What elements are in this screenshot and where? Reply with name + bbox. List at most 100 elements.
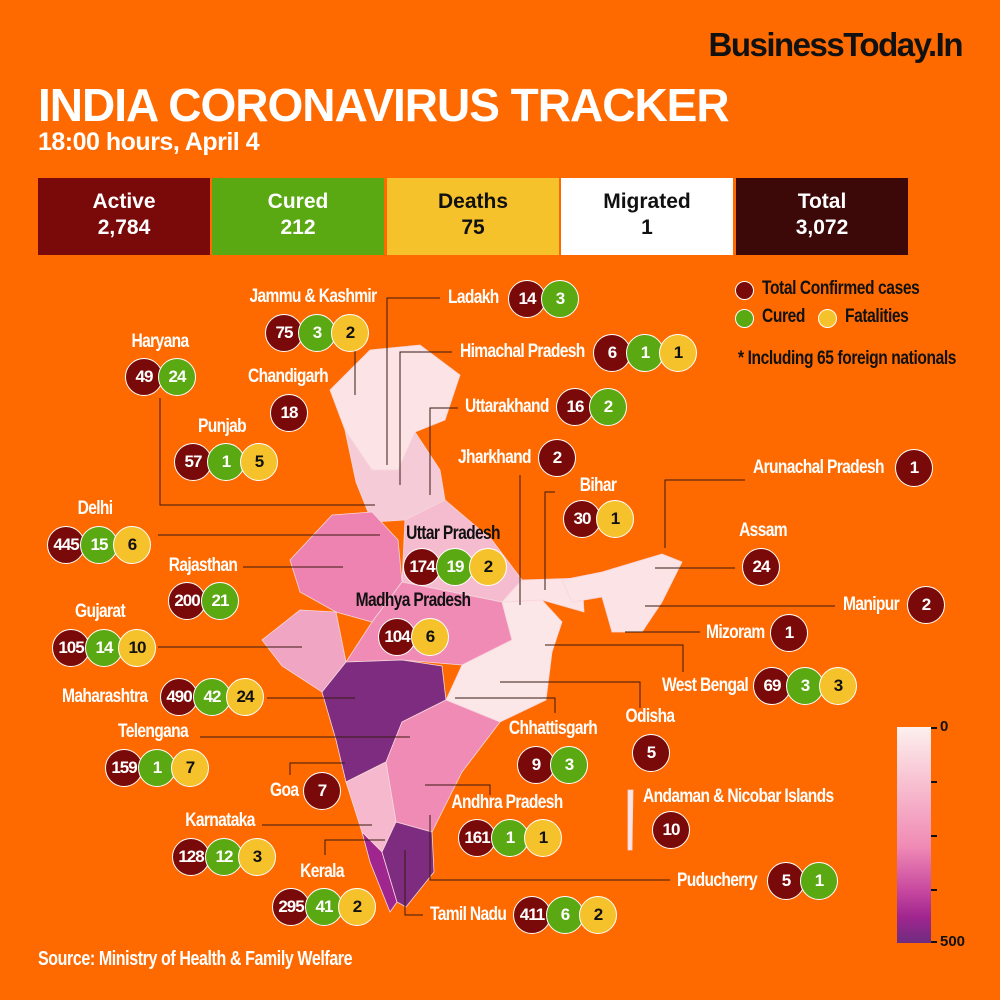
state-label: Uttar Pradesh [406, 523, 500, 544]
summary-label: Active [92, 190, 156, 213]
fatalities-bubble: 1 [524, 819, 562, 857]
fatalities-bubble: 24 [226, 678, 264, 716]
state-label: Haryana [131, 331, 190, 352]
state-label: Assam [739, 520, 787, 541]
fatalities-bubble: 2 [331, 314, 369, 352]
state-label: Punjab [197, 416, 247, 437]
state-label: Maharashtra [62, 686, 148, 707]
state-label: Uttarakhand [465, 396, 549, 417]
summary-value: 1 [641, 216, 653, 239]
confirmed-bubble: 104 [378, 618, 416, 656]
legend-fatalities: Fatalities [845, 306, 909, 327]
confirmed-bubble: 18 [270, 394, 308, 432]
legend-cured: Cured [762, 306, 805, 327]
scale-tick [931, 835, 937, 837]
confirmed-legend-dot [735, 281, 754, 300]
fatalities-bubble: 2 [338, 888, 376, 926]
confirmed-bubble: 14 [508, 280, 546, 318]
confirmed-bubble: 10 [652, 811, 690, 849]
state-label: Tamil Nadu [430, 904, 507, 925]
state-label: Odisha [625, 706, 676, 727]
confirmed-bubble: 161 [458, 819, 496, 857]
state-label: Andaman & Nicobar Islands [643, 786, 834, 807]
cured-bubble: 15 [80, 526, 118, 564]
brand-logo: BusinessToday.In [708, 26, 963, 63]
confirmed-bubble: 490 [160, 678, 198, 716]
confirmed-bubble: 2 [538, 439, 576, 477]
cured-bubble: 41 [305, 888, 343, 926]
state-label: Rajasthan [168, 555, 238, 576]
cured-bubble: 19 [436, 548, 474, 586]
region-tamil-nadu [381, 821, 435, 908]
state-label: Goa [270, 780, 299, 801]
state-label: Gujarat [75, 601, 126, 622]
cured-bubble: 21 [201, 582, 239, 620]
confirmed-bubble: 9 [517, 746, 555, 784]
scale-min-label: 0 [940, 718, 949, 735]
cured-bubble: 1 [138, 749, 176, 787]
confirmed-bubble: 200 [168, 582, 206, 620]
confirmed-bubble: 57 [174, 443, 212, 481]
state-label: West Bengal [662, 675, 749, 696]
cured-bubble: 24 [158, 358, 196, 396]
confirmed-bubble: 174 [403, 548, 441, 586]
cured-bubble: 2 [589, 388, 627, 426]
confirmed-bubble: 16 [556, 388, 594, 426]
fatalities-bubble: 10 [118, 629, 156, 667]
scale-max-label: 500 [940, 933, 966, 950]
summary-total: Total 3,072 [736, 178, 908, 255]
state-label: Ladakh [448, 287, 499, 308]
confirmed-bubble: 5 [632, 734, 670, 772]
state-label: Arunachal Pradesh [753, 457, 885, 478]
region-kerala [361, 830, 398, 913]
state-label: Himachal Pradesh [460, 341, 585, 362]
cured-bubble: 3 [541, 280, 579, 318]
state-label: Telengana [117, 721, 189, 742]
fatalities-bubble: 1 [659, 334, 697, 372]
fatalities-bubble: 2 [469, 548, 507, 586]
confirmed-bubble: 411 [513, 896, 551, 934]
summary-migrated: Migrated 1 [561, 178, 733, 255]
state-label: Kerala [300, 861, 344, 882]
state-label: Jammu & Kashmir [249, 286, 378, 307]
cured-bubble: 1 [800, 862, 838, 900]
leader-lines [158, 297, 835, 916]
confirmed-bubble: 159 [105, 749, 143, 787]
page-title: INDIA CORONAVIRUS TRACKER [38, 79, 730, 131]
fatalities-bubble: 5 [240, 443, 278, 481]
state-label: Andhra Pradesh [451, 792, 563, 813]
state-label: Madhya Pradesh [355, 590, 471, 611]
confirmed-bubble: 5 [767, 862, 805, 900]
summary-deaths: Deaths 75 [387, 178, 559, 255]
fatalities-bubble: 3 [819, 667, 857, 705]
cured-bubble: 42 [193, 678, 231, 716]
scale-tick [931, 781, 937, 783]
state-label: Manipur [843, 594, 900, 615]
cured-bubble: 6 [546, 896, 584, 934]
fatalities-legend-dot [818, 309, 837, 328]
region-andaman-islands [627, 789, 634, 851]
confirmed-bubble: 7 [303, 772, 341, 810]
cured-bubble: 1 [491, 819, 529, 857]
confirmed-bubble: 49 [125, 358, 163, 396]
confirmed-bubble: 24 [742, 548, 780, 586]
state-label: Karnataka [185, 810, 255, 831]
state-label: Puducherry [677, 870, 758, 891]
state-label: Mizoram [706, 622, 765, 643]
confirmed-bubble: 30 [563, 500, 601, 538]
cured-bubble: 3 [786, 667, 824, 705]
fatalities-bubble: 3 [238, 838, 276, 876]
summary-cured: Cured 212 [212, 178, 384, 255]
cured-bubble: 3 [550, 746, 588, 784]
state-label: Bihar [579, 475, 617, 496]
summary-value: 3,072 [795, 216, 849, 239]
confirmed-bubble: 1 [770, 614, 808, 652]
state-label: Chandigarh [247, 366, 329, 387]
page-subtitle: 18:00 hours, April 4 [38, 128, 260, 156]
region-east-central [445, 599, 563, 723]
cured-bubble: 3 [298, 314, 336, 352]
legend-note: * Including 65 foreign nationals [738, 348, 957, 369]
state-label: Jharkhand [458, 447, 532, 468]
cured-legend-dot [735, 309, 754, 328]
scale-tick [931, 889, 937, 891]
